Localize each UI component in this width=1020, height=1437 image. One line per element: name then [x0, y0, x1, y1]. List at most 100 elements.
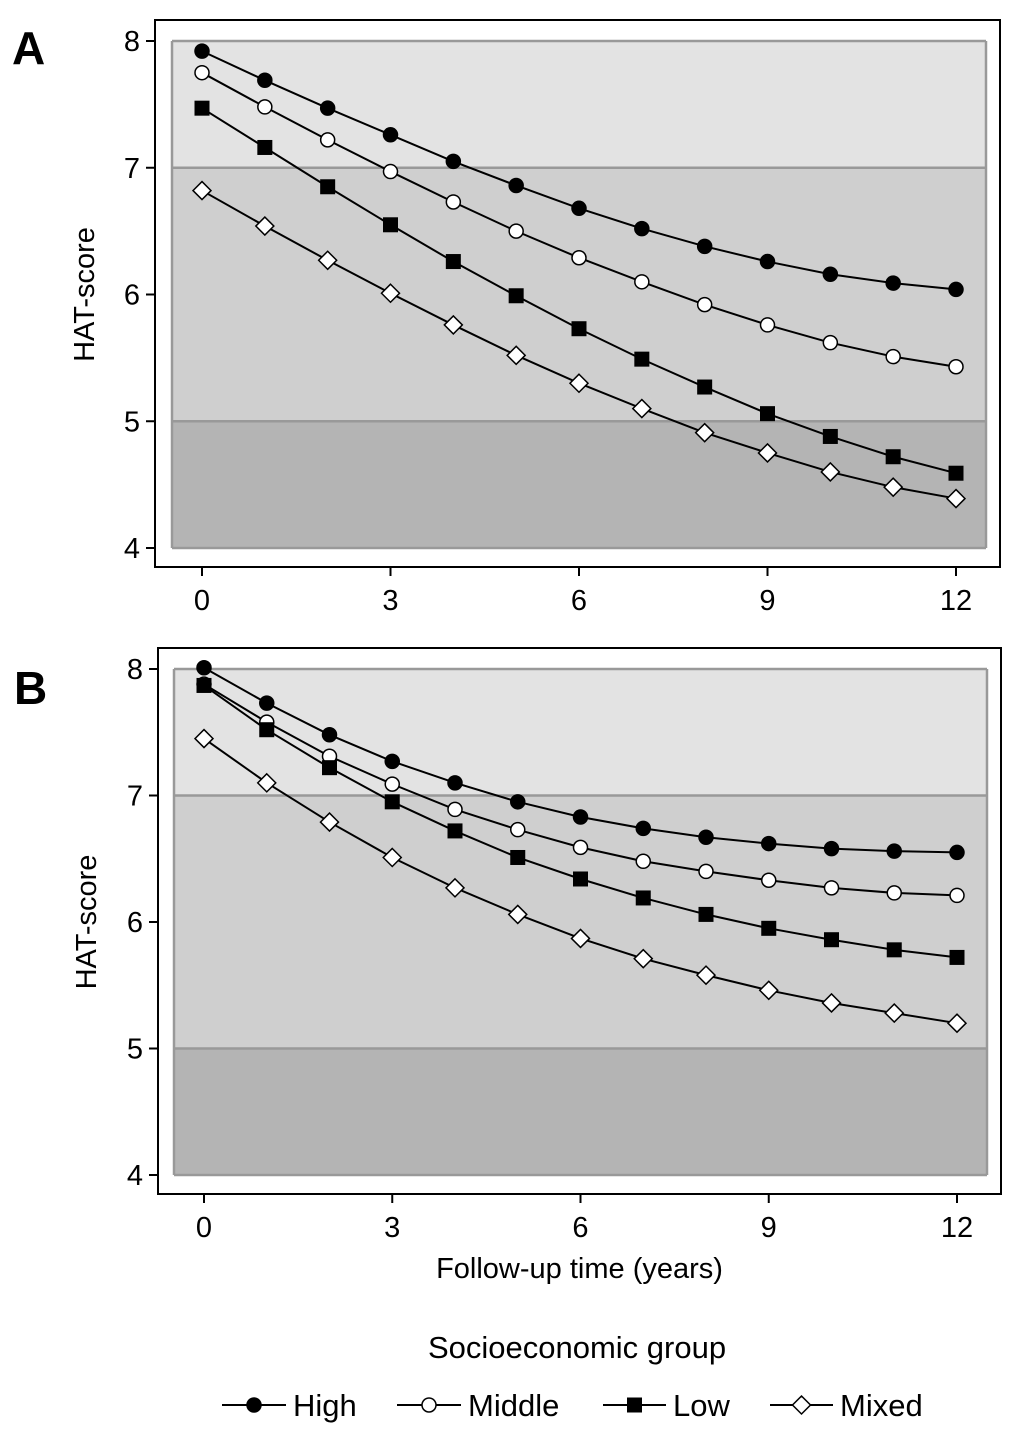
data-point [447, 775, 463, 791]
data-point [384, 776, 400, 792]
data-point [634, 274, 650, 290]
y-tick-label: 5 [127, 1034, 143, 1066]
data-point [319, 132, 336, 148]
data-point [696, 296, 713, 313]
data-point [506, 345, 527, 366]
data-point [883, 477, 904, 498]
data-point [259, 695, 275, 711]
band-2 [174, 1048, 987, 1175]
legend-title: Socioeconomic group [428, 1330, 726, 1365]
data-point [507, 904, 528, 925]
data-point [573, 871, 588, 887]
legend-item-middle: Middle [397, 1388, 559, 1423]
data-point [321, 727, 338, 743]
data-point [447, 823, 463, 839]
data-point [317, 250, 338, 271]
data-point [196, 659, 212, 676]
data-point [635, 820, 651, 837]
data-point [635, 890, 651, 906]
data-point [257, 99, 273, 115]
data-point [319, 100, 336, 116]
data-point [822, 266, 839, 282]
series-mixed [193, 728, 968, 1034]
data-point [322, 760, 337, 776]
legend: Socioeconomic group High Middle Low Mixed [222, 1330, 923, 1423]
data-point [634, 220, 650, 237]
data-point [572, 839, 589, 856]
data-point [443, 314, 464, 335]
y-tick-label: 8 [127, 654, 143, 686]
data-point [698, 863, 714, 880]
data-point [572, 809, 589, 825]
legend-marker [627, 1397, 642, 1413]
data-point [510, 821, 526, 838]
legend-label: Low [673, 1388, 730, 1423]
data-point [259, 722, 275, 738]
x-tick-label: 12 [940, 585, 972, 617]
legend-item-mixed: Mixed [770, 1388, 923, 1423]
data-point [884, 1003, 905, 1024]
panel-label: A [12, 22, 45, 74]
data-point [257, 139, 273, 155]
legend-label: High [293, 1388, 357, 1423]
legend-marker [421, 1397, 437, 1413]
y-axis-title: HAT-score [71, 855, 103, 990]
data-point [635, 853, 651, 870]
data-point [760, 406, 775, 422]
x-tick-label: 9 [759, 585, 775, 617]
data-point [631, 398, 652, 419]
y-tick-label: 4 [124, 533, 140, 565]
data-point [194, 43, 210, 59]
data-point [949, 949, 965, 965]
x-tick-label: 12 [941, 1212, 973, 1244]
data-point [886, 843, 902, 859]
data-point [193, 728, 215, 749]
data-point [256, 772, 277, 793]
data-point [382, 127, 399, 143]
series-high [194, 43, 964, 298]
legend-item-high: High [222, 1388, 357, 1423]
data-point [757, 442, 778, 463]
data-point [383, 217, 398, 233]
series-low [194, 100, 964, 481]
data-point [697, 379, 713, 395]
data-point [885, 348, 901, 365]
data-point [698, 829, 714, 845]
data-point [694, 422, 715, 443]
legend-marker [246, 1397, 262, 1413]
y-tick-label: 6 [124, 280, 140, 312]
data-point [698, 906, 714, 922]
data-point [633, 948, 654, 969]
data-point [948, 465, 964, 481]
data-point [510, 794, 526, 810]
band-1 [174, 795, 987, 1049]
data-point [510, 849, 526, 865]
y-tick-label: 4 [127, 1160, 143, 1192]
data-point [384, 753, 400, 770]
data-point [945, 488, 967, 509]
series-mixed [191, 180, 967, 509]
data-point [823, 880, 840, 896]
y-tick-label: 6 [127, 907, 143, 939]
band-0 [174, 669, 987, 796]
data-point [820, 461, 841, 483]
series-low [196, 677, 965, 965]
data-point [571, 249, 587, 266]
data-point [948, 281, 964, 298]
panel-b: 4 5 6 7 8 0 3 6 9 12 B HAT-score Follow-up time (yea… [14, 647, 1002, 1285]
data-point [447, 801, 463, 818]
data-point [445, 153, 462, 170]
legend-label: Mixed [840, 1388, 923, 1423]
data-point [382, 847, 403, 868]
y-tick-label: 8 [124, 26, 140, 58]
data-point [382, 163, 399, 180]
data-point [254, 215, 275, 237]
data-point [758, 980, 779, 1001]
data-point [949, 844, 965, 861]
band-2 [172, 421, 986, 548]
data-point [570, 928, 591, 949]
data-point [319, 812, 340, 833]
data-point [886, 942, 902, 958]
band-0 [172, 41, 986, 168]
x-tick-label: 0 [196, 1212, 212, 1244]
